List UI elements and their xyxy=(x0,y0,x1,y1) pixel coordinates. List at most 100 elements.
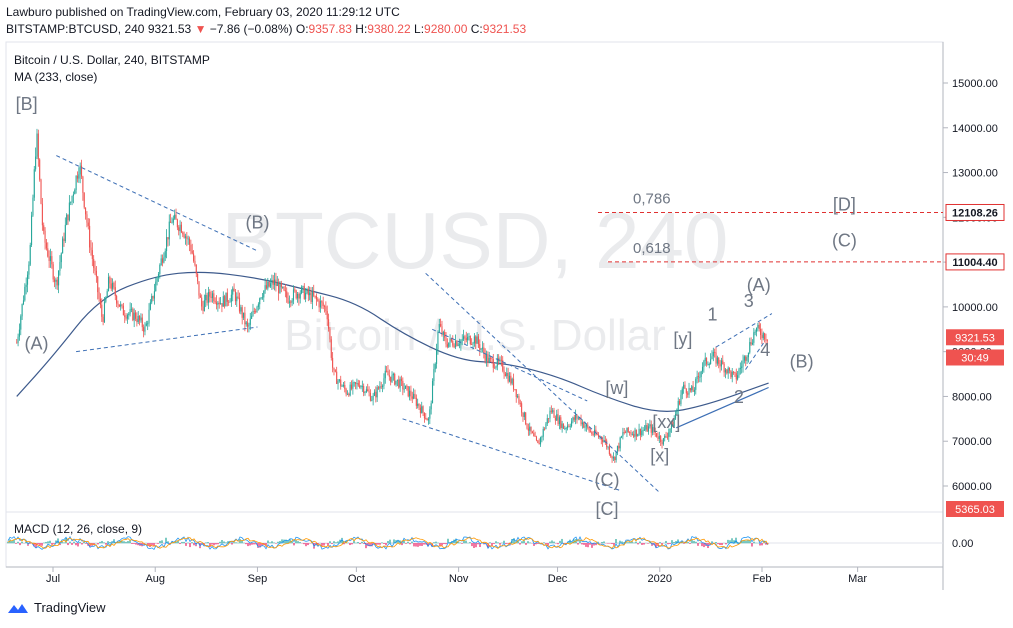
wave-label: [y] xyxy=(673,329,692,349)
macd-histogram-bar xyxy=(329,541,330,543)
candle-body xyxy=(259,298,260,304)
macd-histogram-bar xyxy=(75,543,76,545)
candle-body xyxy=(661,442,662,444)
candle-body xyxy=(173,219,174,223)
candle-body xyxy=(373,396,374,400)
candle-body xyxy=(391,375,392,382)
candle-body xyxy=(113,283,114,287)
fib-level-label: 0,618 xyxy=(633,240,671,257)
macd-histogram-bar xyxy=(377,543,378,545)
candle-body xyxy=(323,303,324,307)
candle-body xyxy=(43,225,44,231)
candle-body xyxy=(293,289,294,300)
candle-body xyxy=(197,274,198,282)
macd-histogram-bar xyxy=(647,543,648,544)
candle-body xyxy=(397,380,398,381)
candle-body xyxy=(575,415,576,420)
macd-histogram-bar xyxy=(607,543,608,544)
candle-body xyxy=(120,305,121,307)
macd-histogram-bar xyxy=(67,543,68,545)
candle-body xyxy=(146,324,147,326)
candle-body xyxy=(305,293,306,299)
candle-body xyxy=(747,357,748,361)
macd-histogram-bar xyxy=(383,543,384,544)
candle-body xyxy=(209,292,210,297)
candle-body xyxy=(633,434,634,437)
footer-brand[interactable]: TradingView xyxy=(6,600,106,615)
price-tag-label: 9321.53 xyxy=(955,332,995,344)
candle-body xyxy=(472,343,473,344)
macd-histogram-bar xyxy=(277,542,278,544)
candle-body xyxy=(248,325,249,327)
candle-body xyxy=(429,409,430,418)
macd-histogram-bar xyxy=(615,539,616,543)
candle-body xyxy=(170,222,171,223)
candle-body xyxy=(69,203,70,221)
candle-body xyxy=(526,424,527,428)
candle-body xyxy=(568,426,569,427)
candle-body xyxy=(238,297,239,298)
candle-body xyxy=(188,239,189,240)
macd-histogram-bar xyxy=(581,543,582,544)
candle-body xyxy=(90,247,91,250)
candle-body xyxy=(698,376,699,377)
candle-body xyxy=(289,302,290,303)
wave-label: [B] xyxy=(16,94,38,114)
candle-body xyxy=(553,410,554,418)
candle-body xyxy=(639,429,640,434)
wave-label: 4 xyxy=(760,340,770,360)
macd-histogram-bar xyxy=(505,543,506,544)
candle-body xyxy=(42,204,43,225)
candle-body xyxy=(591,432,592,434)
candle-body xyxy=(266,285,267,288)
macd-histogram-bar xyxy=(461,543,462,544)
candle-body xyxy=(471,344,472,345)
candle-body xyxy=(130,309,131,314)
macd-histogram-bar xyxy=(469,542,470,543)
candle-body xyxy=(328,319,329,328)
candle-body xyxy=(707,364,708,365)
macd-histogram-bar xyxy=(337,541,338,543)
candle-body xyxy=(445,338,446,345)
candle-body xyxy=(240,307,241,311)
macd-histogram-bar xyxy=(99,542,100,543)
candle-body xyxy=(593,434,594,435)
y-tick-label: 8000.00 xyxy=(952,391,992,403)
candle-body xyxy=(246,322,247,324)
candle-body xyxy=(504,371,505,374)
candle-body xyxy=(74,190,75,194)
macd-histogram-bar xyxy=(701,543,702,546)
candle-body xyxy=(744,356,745,360)
macd-histogram-bar xyxy=(83,542,84,543)
macd-histogram-bar xyxy=(761,543,762,545)
candle-body xyxy=(103,317,104,322)
macd-histogram-bar xyxy=(415,543,416,547)
macd-histogram-bar xyxy=(63,542,64,543)
macd-histogram-bar xyxy=(627,542,628,543)
candle-body xyxy=(452,341,453,346)
wave-label: (C) xyxy=(595,470,620,490)
candle-body xyxy=(709,364,710,365)
candle-body xyxy=(570,426,571,427)
candle-body xyxy=(31,216,32,245)
macd-histogram-bar xyxy=(17,542,18,544)
candle-body xyxy=(487,354,488,363)
candle-body xyxy=(444,332,445,337)
x-tick-label: Dec xyxy=(548,573,568,585)
candle-body xyxy=(489,358,490,363)
candle-body xyxy=(181,225,182,233)
candle-body xyxy=(715,353,716,364)
macd-histogram-bar xyxy=(217,543,218,544)
macd-histogram-bar xyxy=(297,541,298,543)
candle-body xyxy=(447,344,448,347)
candle-body xyxy=(683,385,684,389)
macd-histogram-bar xyxy=(401,543,402,545)
candle-body xyxy=(47,248,48,256)
macd-histogram-bar xyxy=(473,543,474,548)
macd-histogram-bar xyxy=(77,543,78,546)
macd-histogram-bar xyxy=(157,543,158,544)
candle-body xyxy=(190,245,191,251)
candle-body xyxy=(364,392,365,393)
candle-body xyxy=(718,358,719,364)
